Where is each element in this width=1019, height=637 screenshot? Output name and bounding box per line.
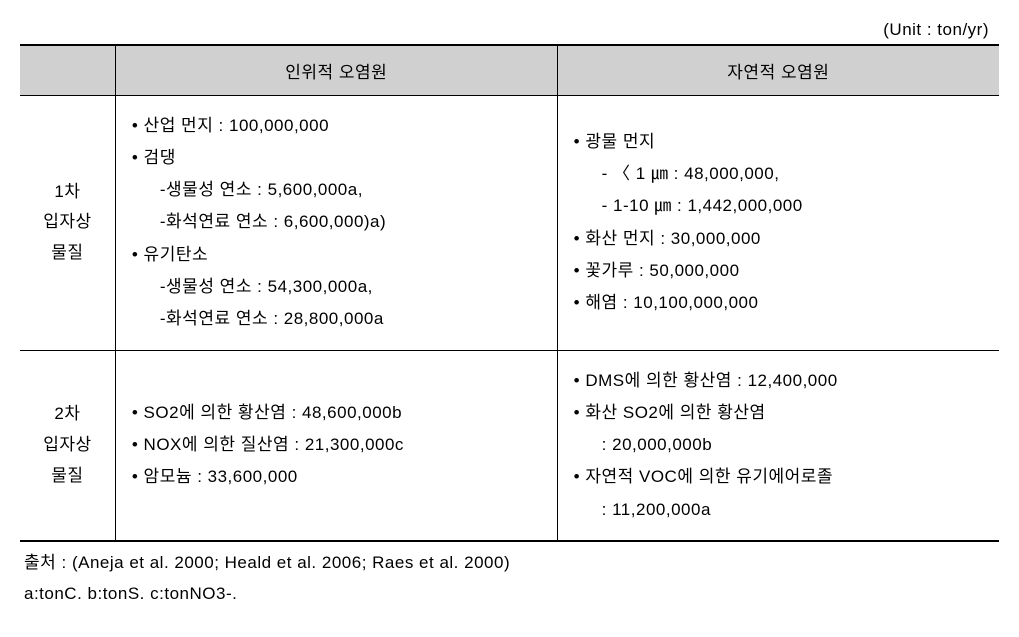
footnote-source: 출처 : (Aneja et al. 2000; Heald et al. 20… bbox=[24, 548, 999, 579]
cell-line: • 유기탄소 bbox=[132, 239, 547, 271]
header-blank bbox=[20, 45, 115, 95]
cell-line: • DMS에 의한 황산염 : 12,400,000 bbox=[574, 365, 989, 397]
cell-line: -화석연료 연소 : 6,600,000)a) bbox=[132, 206, 547, 238]
cell-line: • 산업 먼지 : 100,000,000 bbox=[132, 110, 547, 142]
header-natural: 자연적 오염원 bbox=[557, 45, 999, 95]
cell-line: • 화산 먼지 : 30,000,000 bbox=[574, 223, 989, 255]
unit-label: (Unit : ton/yr) bbox=[20, 20, 999, 40]
cell-line: • 광물 먼지 bbox=[574, 126, 989, 158]
row-header: 1차입자상물질 bbox=[20, 95, 115, 350]
cell-line: : 20,000,000b bbox=[574, 429, 989, 461]
cell-line: • 꽃가루 : 50,000,000 bbox=[574, 255, 989, 287]
cell-line: • 화산 SO2에 의한 황산염 bbox=[574, 397, 989, 429]
cell-line: -생물성 연소 : 5,600,000a, bbox=[132, 174, 547, 206]
cell-line: - 1-10 ㎛ : 1,442,000,000 bbox=[574, 190, 989, 222]
cell-line: • 암모늄 : 33,600,000 bbox=[132, 461, 547, 493]
footnote-units: a:tonC. b:tonS. c:tonNO3-. bbox=[24, 579, 999, 610]
table-row: 2차입자상물질• SO2에 의한 황산염 : 48,600,000b• NOX에… bbox=[20, 350, 999, 541]
cell-line: -화석연료 연소 : 28,800,000a bbox=[132, 303, 547, 335]
row-header: 2차입자상물질 bbox=[20, 350, 115, 541]
header-anthropogenic: 인위적 오염원 bbox=[115, 45, 557, 95]
cell-line: -생물성 연소 : 54,300,000a, bbox=[132, 271, 547, 303]
cell-line: • 자연적 VOC에 의한 유기에어로졸 bbox=[574, 461, 989, 493]
header-row: 인위적 오염원 자연적 오염원 bbox=[20, 45, 999, 95]
cell-line: : 11,200,000a bbox=[574, 494, 989, 526]
cell-line: • SO2에 의한 황산염 : 48,600,000b bbox=[132, 397, 547, 429]
cell-anthropogenic: • SO2에 의한 황산염 : 48,600,000b• NOX에 의한 질산염… bbox=[115, 350, 557, 541]
cell-line: - 〈 1 ㎛ : 48,000,000, bbox=[574, 158, 989, 190]
cell-line: • NOX에 의한 질산염 : 21,300,000c bbox=[132, 429, 547, 461]
emissions-table: 인위적 오염원 자연적 오염원 1차입자상물질• 산업 먼지 : 100,000… bbox=[20, 44, 999, 542]
cell-line: • 검댕 bbox=[132, 142, 547, 174]
footnote-block: 출처 : (Aneja et al. 2000; Heald et al. 20… bbox=[20, 548, 999, 609]
cell-anthropogenic: • 산업 먼지 : 100,000,000• 검댕-생물성 연소 : 5,600… bbox=[115, 95, 557, 350]
cell-natural: • DMS에 의한 황산염 : 12,400,000• 화산 SO2에 의한 황… bbox=[557, 350, 999, 541]
table-row: 1차입자상물질• 산업 먼지 : 100,000,000• 검댕-생물성 연소 … bbox=[20, 95, 999, 350]
cell-natural: • 광물 먼지- 〈 1 ㎛ : 48,000,000,- 1-10 ㎛ : 1… bbox=[557, 95, 999, 350]
cell-line: • 해염 : 10,100,000,000 bbox=[574, 287, 989, 319]
table-body: 1차입자상물질• 산업 먼지 : 100,000,000• 검댕-생물성 연소 … bbox=[20, 95, 999, 541]
